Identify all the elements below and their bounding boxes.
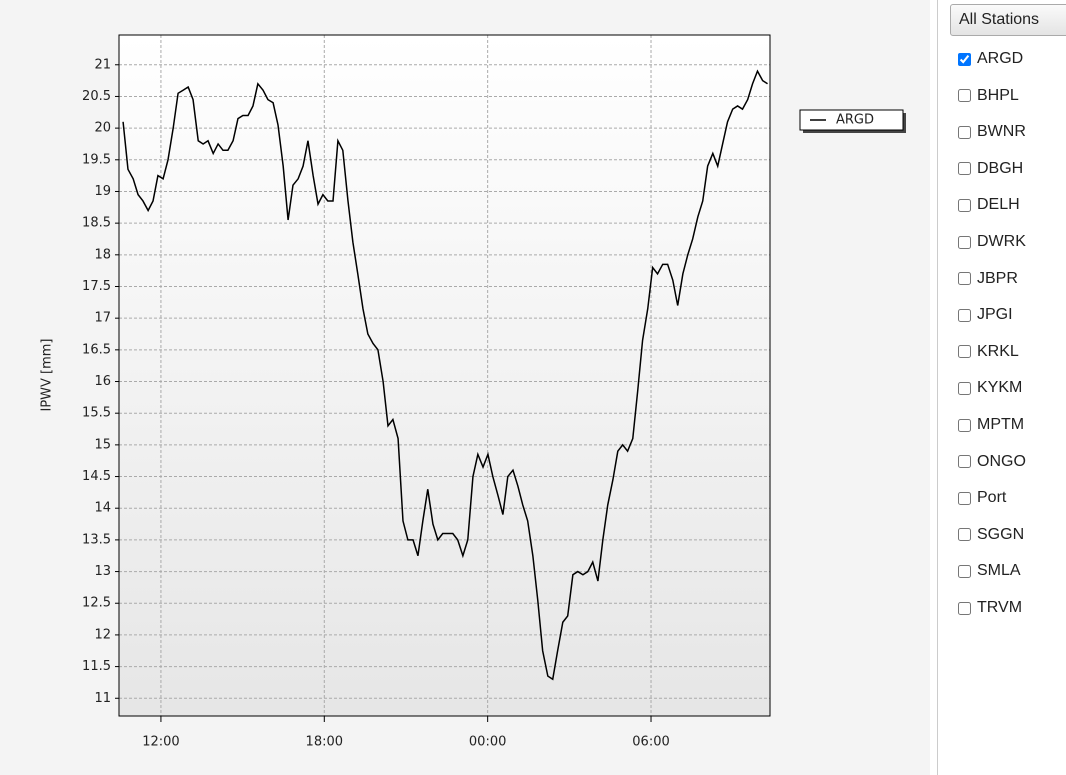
y-tick-label: 19.5 bbox=[82, 152, 111, 167]
station-label: MPTM bbox=[977, 416, 1025, 433]
station-label: BWNR bbox=[977, 123, 1026, 141]
x-tick-label: 18:00 bbox=[306, 735, 343, 750]
station-row[interactable]: KRKL bbox=[958, 343, 1019, 361]
y-tick-label: 11 bbox=[94, 691, 111, 706]
station-checkbox[interactable] bbox=[958, 491, 971, 505]
x-tick-label: 12:00 bbox=[142, 735, 179, 750]
station-checkbox[interactable] bbox=[958, 162, 971, 176]
station-checkbox[interactable] bbox=[958, 381, 971, 395]
y-tick-label: 18 bbox=[94, 247, 111, 262]
station-row[interactable]: MPTM bbox=[958, 416, 1024, 434]
station-row[interactable]: KYKM bbox=[958, 379, 1022, 397]
station-row[interactable]: DBGH bbox=[958, 160, 1023, 178]
y-tick-label: 17 bbox=[94, 311, 111, 326]
station-row[interactable]: JPGI bbox=[958, 306, 1013, 324]
station-row[interactable]: Port bbox=[958, 489, 1006, 507]
data-line bbox=[122, 69, 768, 681]
station-checkbox[interactable] bbox=[958, 564, 971, 578]
y-tick-label: 20.5 bbox=[82, 89, 111, 104]
y-tick-label: 18.5 bbox=[82, 216, 111, 231]
station-label: KYKM bbox=[977, 379, 1023, 397]
station-label: DELH bbox=[977, 196, 1020, 214]
all-stations-button[interactable]: All Stations bbox=[950, 4, 1066, 36]
station-label: Port bbox=[977, 489, 1007, 507]
station-row[interactable]: SGGN bbox=[958, 526, 1024, 544]
station-checkbox[interactable] bbox=[958, 418, 971, 432]
y-tick-label: 17.5 bbox=[82, 279, 111, 294]
station-label: DWRK bbox=[977, 233, 1026, 250]
station-checkbox[interactable] bbox=[958, 235, 971, 249]
y-tick-label: 14.5 bbox=[82, 469, 111, 484]
station-row[interactable]: TRVM bbox=[958, 599, 1022, 617]
station-label: ONGO bbox=[977, 452, 1026, 470]
legend: ARGD bbox=[799, 109, 906, 133]
station-checkbox[interactable] bbox=[958, 52, 971, 66]
station-checkbox[interactable] bbox=[958, 89, 971, 103]
y-tick-label: 21 bbox=[94, 57, 111, 72]
y-tick-label: 12 bbox=[94, 627, 111, 642]
station-row[interactable]: ARGD bbox=[958, 50, 1023, 68]
station-checkbox[interactable] bbox=[958, 272, 971, 286]
y-tick-label: 19 bbox=[94, 184, 111, 199]
y-tick-label: 16 bbox=[94, 374, 111, 389]
station-checkbox[interactable] bbox=[958, 455, 971, 469]
station-row[interactable]: BWNR bbox=[958, 123, 1026, 141]
station-label: TRVM bbox=[977, 599, 1023, 616]
station-checkbox[interactable] bbox=[958, 125, 971, 139]
station-label: JPGI bbox=[977, 306, 1013, 324]
y-tick-label: 14 bbox=[94, 501, 111, 516]
station-row[interactable]: DELH bbox=[958, 196, 1020, 214]
y-axis-label: IPWV [mm] bbox=[40, 338, 55, 411]
station-label: SMLA bbox=[977, 562, 1021, 580]
station-checkbox[interactable] bbox=[958, 308, 971, 322]
x-tick-label: 00:00 bbox=[469, 735, 506, 750]
plot-frame bbox=[118, 34, 771, 717]
legend-label: ARGD bbox=[836, 113, 874, 128]
station-label: DBGH bbox=[977, 159, 1024, 177]
chart: IPWV [mm] 11 11.5 12 12.5 13 13.5 14 14.5 15 15.5… bbox=[0, 0, 930, 775]
y-tick-label: 16.5 bbox=[82, 342, 111, 357]
y-tick-label: 12.5 bbox=[82, 596, 111, 611]
station-row[interactable]: BHPL bbox=[958, 87, 1019, 105]
sidebar: All Stations ARGD BHPL BWNR DBGH DELH DWRK JBP… bbox=[937, 0, 1066, 775]
station-checkbox[interactable] bbox=[958, 528, 971, 542]
y-tick-label: 20 bbox=[94, 121, 111, 136]
station-row[interactable]: DWRK bbox=[958, 233, 1026, 251]
y-tick-label: 15 bbox=[94, 437, 111, 452]
y-tick-label: 13 bbox=[94, 564, 111, 579]
legend-box bbox=[799, 109, 904, 131]
station-label: SGGN bbox=[977, 525, 1025, 543]
station-label: JBPR bbox=[977, 269, 1018, 287]
station-label: ARGD bbox=[977, 50, 1024, 67]
station-row[interactable]: SMLA bbox=[958, 562, 1021, 580]
station-checkbox[interactable] bbox=[958, 345, 971, 359]
station-row[interactable]: ONGO bbox=[958, 453, 1026, 471]
station-row[interactable]: JBPR bbox=[958, 270, 1018, 288]
y-tick-label: 13.5 bbox=[82, 532, 111, 547]
y-tick-label: 11.5 bbox=[82, 659, 111, 674]
station-checkbox[interactable] bbox=[958, 198, 971, 212]
station-checkbox[interactable] bbox=[958, 601, 971, 615]
x-tick-label: 06:00 bbox=[632, 735, 669, 750]
station-label: KRKL bbox=[977, 342, 1019, 360]
plot-area bbox=[119, 35, 770, 716]
y-tick-label: 15.5 bbox=[82, 406, 111, 421]
station-label: BHPL bbox=[977, 86, 1019, 104]
